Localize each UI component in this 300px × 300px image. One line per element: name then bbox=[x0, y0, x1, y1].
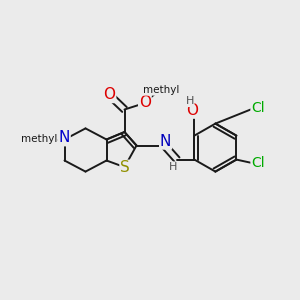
Text: O: O bbox=[103, 87, 116, 102]
Text: N: N bbox=[58, 130, 70, 146]
Text: O: O bbox=[139, 95, 151, 110]
Text: methyl: methyl bbox=[143, 85, 180, 95]
Text: methyl: methyl bbox=[21, 134, 57, 144]
Text: S: S bbox=[120, 160, 130, 175]
Text: H: H bbox=[169, 162, 177, 172]
Text: Cl: Cl bbox=[251, 156, 265, 170]
Text: Cl: Cl bbox=[251, 101, 265, 115]
Text: O: O bbox=[187, 103, 199, 118]
Text: H: H bbox=[185, 96, 194, 106]
Text: N: N bbox=[160, 134, 171, 149]
